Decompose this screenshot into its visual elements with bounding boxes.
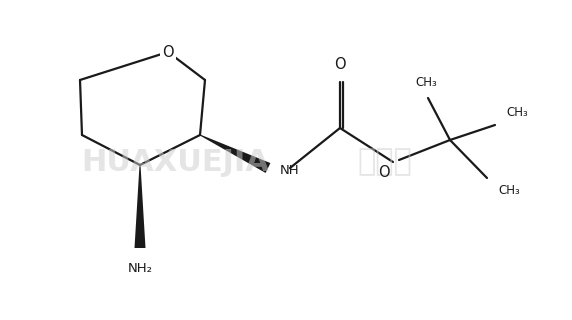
Text: NH: NH: [280, 164, 300, 177]
Text: CH₃: CH₃: [415, 76, 437, 89]
Polygon shape: [200, 134, 271, 173]
Polygon shape: [134, 165, 145, 248]
Text: CH₃: CH₃: [498, 184, 520, 197]
Text: O: O: [162, 44, 174, 60]
Text: O: O: [378, 165, 390, 180]
Text: O: O: [334, 57, 346, 72]
Text: CH₃: CH₃: [506, 106, 528, 119]
Text: 化学加: 化学加: [358, 148, 412, 177]
Text: NH₂: NH₂: [128, 262, 153, 275]
Text: HUAXUEJIA: HUAXUEJIA: [81, 148, 269, 177]
